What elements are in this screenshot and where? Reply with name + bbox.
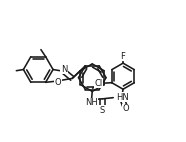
Text: HN: HN [117, 93, 129, 102]
Text: F: F [121, 52, 126, 60]
Text: O: O [55, 78, 61, 87]
Text: Cl: Cl [94, 79, 103, 88]
Text: NH: NH [85, 98, 98, 107]
Text: N: N [61, 65, 67, 74]
Text: S: S [100, 106, 105, 115]
Text: O: O [122, 104, 129, 113]
